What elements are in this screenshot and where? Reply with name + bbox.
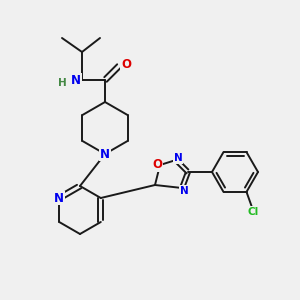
Text: N: N <box>71 74 81 86</box>
Text: H: H <box>58 78 66 88</box>
Text: Cl: Cl <box>248 207 259 217</box>
Text: O: O <box>121 58 131 71</box>
Text: N: N <box>180 186 188 196</box>
Text: O: O <box>152 158 162 172</box>
Text: N: N <box>100 148 110 160</box>
Text: N: N <box>174 153 182 163</box>
Text: N: N <box>54 191 64 205</box>
